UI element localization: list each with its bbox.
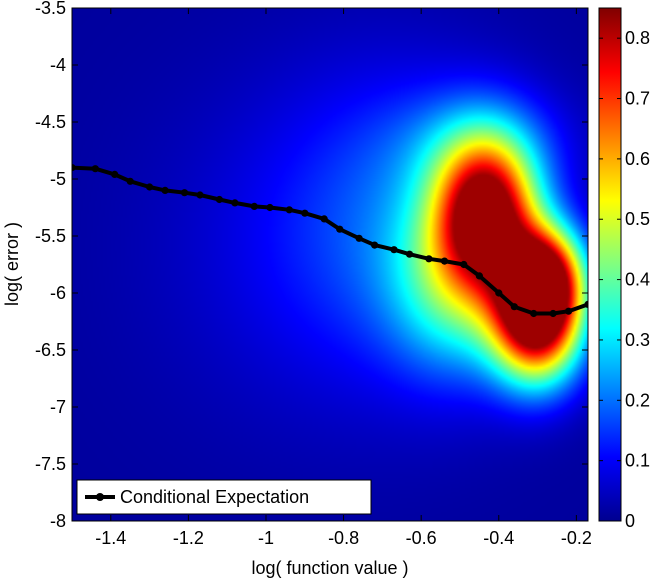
x-axis-label: log( function value )	[251, 558, 408, 578]
series-point	[111, 170, 119, 178]
x-tick-label: -1.2	[173, 528, 204, 548]
plot-frame	[71, 7, 589, 522]
colorbar-tick-label: 0.7	[625, 89, 650, 109]
colorbar-tick-label: 0.6	[625, 149, 650, 169]
series-point	[266, 203, 274, 212]
series-point	[584, 300, 588, 308]
x-axis: -1.4 -1.2 -1 -0.8 -0.6 -0.4 -0.2	[95, 8, 592, 548]
y-axis-label: log( error )	[2, 222, 22, 306]
series-point	[285, 206, 293, 214]
y-tick-label: -5.5	[35, 226, 66, 246]
legend: Conditional Expectation	[76, 479, 372, 515]
x-tick-label: -1	[258, 528, 274, 548]
colorbar-tick-label: 0.4	[625, 270, 650, 290]
x-tick-label: -0.8	[328, 528, 359, 548]
y-tick-label: -4	[50, 55, 66, 75]
y-tick-label: -6.5	[35, 340, 66, 360]
series-point	[475, 272, 483, 280]
y-axis: -3.5 -4 -4.5 -5 -5.5 -6 -6.5 -7 -7.5 -8	[35, 0, 588, 531]
y-tick-label: -7	[50, 397, 66, 417]
y-tick-label: -7.5	[35, 454, 66, 474]
y-tick-label: -5	[50, 169, 66, 189]
legend-marker-icon	[96, 493, 104, 501]
x-tick-label: -0.4	[483, 528, 514, 548]
series-point	[565, 307, 573, 315]
y-tick-label: -3.5	[35, 0, 66, 18]
colorbar-tick-label: 0.5	[625, 209, 650, 229]
series-point	[72, 164, 76, 172]
series-point	[510, 303, 518, 311]
colorbar-tick-label: 0.1	[625, 451, 650, 471]
series-point	[215, 195, 223, 204]
x-tick-label: -0.6	[406, 528, 437, 548]
colorbar-tick-label: 0	[625, 511, 635, 531]
series-point	[440, 257, 449, 265]
colorbar-gradient	[598, 7, 622, 522]
colorbar-tick-label: 0.8	[625, 28, 650, 48]
series-point	[301, 209, 309, 217]
series-point	[126, 177, 134, 185]
series-point	[371, 241, 379, 249]
series-point	[196, 191, 204, 199]
series-point	[355, 234, 363, 242]
y-tick-label: -8	[50, 511, 66, 531]
x-tick-label: -0.2	[561, 528, 592, 548]
y-tick-label: -6	[50, 283, 66, 303]
colorbar-tick-label: 0.2	[625, 390, 650, 410]
colorbar-ticks: 0 0.1 0.2 0.3 0.4 0.5 0.6 0.7 0.8	[599, 28, 650, 531]
series-point	[460, 260, 468, 269]
series-point	[390, 246, 398, 254]
series-point	[405, 250, 414, 258]
legend-label: Conditional Expectation	[120, 487, 309, 507]
series-point	[336, 225, 344, 233]
series-point	[91, 165, 99, 173]
series-point	[320, 215, 328, 223]
density-heatmap	[72, 8, 588, 521]
series-point	[146, 183, 154, 191]
legend-box	[76, 479, 372, 515]
series-point	[180, 189, 189, 197]
series-point	[161, 186, 169, 194]
series-point	[250, 202, 258, 210]
y-tick-label: -4.5	[35, 112, 66, 132]
colorbar: 0 0.1 0.2 0.3 0.4 0.5 0.6 0.7 0.8	[598, 7, 650, 531]
series-point	[495, 289, 503, 297]
series-point	[549, 309, 557, 318]
colorbar-tick-label: 0.3	[625, 330, 650, 350]
series-point	[530, 309, 538, 318]
series-layer	[72, 164, 588, 318]
series-point	[231, 199, 239, 207]
series-point	[425, 255, 433, 263]
x-tick-label: -1.4	[95, 528, 126, 548]
heatmap-area	[72, 8, 588, 521]
